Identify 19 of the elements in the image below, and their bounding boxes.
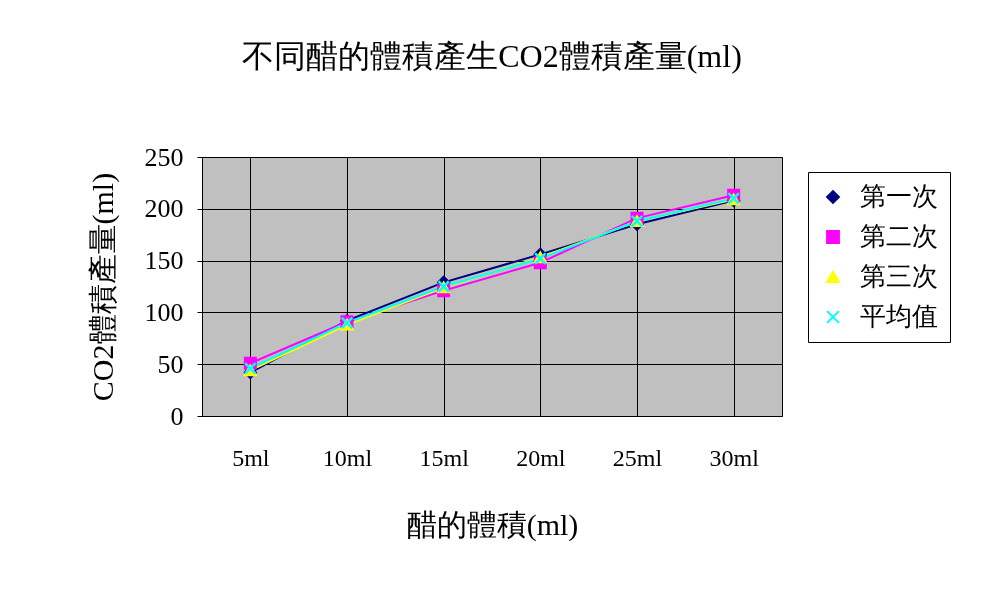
legend-label: 平均值 [860,302,938,331]
x-tick-label: 15ml [419,444,470,471]
x-tick-label: 20ml [516,444,566,471]
y-tick-label: 200 [144,194,184,224]
legend-label: 第三次 [860,262,938,291]
y-tick-label: 150 [144,246,184,276]
y-tick-label: 100 [144,297,184,327]
y-tick-label: 0 [170,401,184,431]
chart-title: 不同醋的體積產生CO2體積產量(ml) [242,38,742,74]
x-tick-label: 25ml [612,444,663,471]
x-tick-label: 30ml [709,444,760,471]
x-axis-title: 醋的體積(ml) [406,507,579,542]
legend-label: 第一次 [860,182,938,211]
legend-label: 第二次 [860,222,938,251]
y-tick-label: 250 [144,142,184,172]
y-tick-label: 50 [157,349,184,379]
x-tick-label: 5ml [232,444,270,471]
y-axis-title: CO2體積產量(ml) [85,172,120,402]
x-tick-label: 10ml [322,444,373,471]
